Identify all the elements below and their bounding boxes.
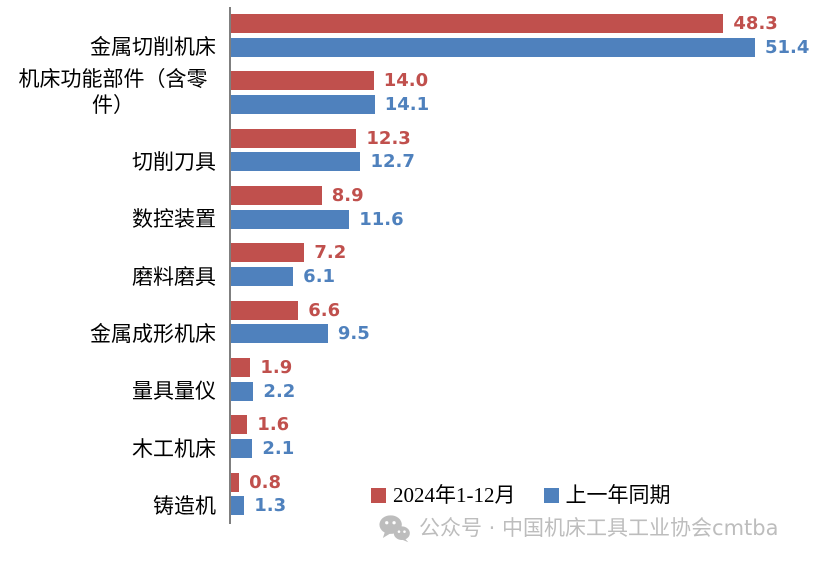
value-label: 48.3 xyxy=(733,13,778,34)
category-row: 48.3 51.4 xyxy=(231,7,834,64)
bar-current-year xyxy=(231,186,322,206)
category-row: 12.3 12.7 xyxy=(231,122,834,179)
value-label: 8.9 xyxy=(331,185,364,207)
value-label: 2.2 xyxy=(263,380,296,402)
category-row: 7.2 6.1 xyxy=(231,236,834,293)
bar-previous-year xyxy=(231,267,294,287)
value-label: 51.4 xyxy=(765,36,810,58)
watermark: 公众号 · 中国机床工具工业协会cmtba xyxy=(379,512,778,544)
category-label: 切削刀具 xyxy=(132,150,216,175)
legend-swatch-blue xyxy=(543,487,559,503)
bar-current-year xyxy=(231,300,299,320)
category-row: 8.9 11.6 xyxy=(231,179,834,236)
bar-previous-year xyxy=(231,439,253,459)
category-label: 数控装置 xyxy=(132,207,216,232)
bar-current-year xyxy=(231,472,240,492)
category-row: 1.9 2.2 xyxy=(231,351,834,408)
bar-current-year xyxy=(231,71,374,91)
value-label: 2.1 xyxy=(262,438,295,460)
bar-previous-year xyxy=(231,496,245,516)
bar-current-year xyxy=(231,128,357,148)
category-row: 14.0 14.1 xyxy=(231,64,834,121)
category-label: 金属成形机床 xyxy=(90,322,216,347)
category-axis: 金属切削机床机床功能部件（含零 件） 切削刀具数控装置磨料磨具金属成形机床量具量仪… xyxy=(0,7,229,524)
legend-item-current-year: 2024年1-12月 xyxy=(371,484,516,506)
bar-previous-year xyxy=(231,95,375,115)
category-label: 磨料磨具 xyxy=(132,264,216,289)
legend: 2024年1-12月 上一年同期 xyxy=(371,484,671,506)
bar-previous-year xyxy=(231,324,328,344)
value-label: 6.1 xyxy=(303,266,336,288)
wechat-icon xyxy=(379,514,410,543)
legend-label: 2024年1-12月 xyxy=(393,483,516,507)
value-label: 1.6 xyxy=(257,414,290,436)
category-label: 金属切削机床 xyxy=(90,35,216,60)
category-row: 6.6 9.5 xyxy=(231,294,834,351)
bar-previous-year xyxy=(231,381,254,401)
value-label: 1.9 xyxy=(260,357,293,379)
bar-current-year xyxy=(231,243,305,263)
category-row: 1.6 2.1 xyxy=(231,408,834,465)
bar-current-year xyxy=(231,358,251,378)
category-row: 0.8 1.3 xyxy=(231,466,834,523)
value-label: 7.2 xyxy=(314,242,347,264)
bar-previous-year xyxy=(231,37,755,57)
category-label: 木工机床 xyxy=(132,436,216,461)
bar-current-year xyxy=(231,14,724,33)
value-label: 14.1 xyxy=(384,94,430,116)
value-label: 14.0 xyxy=(383,70,429,92)
category-label: 铸造机 xyxy=(153,494,216,519)
value-label: 6.6 xyxy=(308,299,341,321)
legend-item-previous-year: 上一年同期 xyxy=(543,483,671,507)
bar-current-year xyxy=(231,415,248,435)
category-label: 机床功能部件（含零 件） xyxy=(18,66,208,117)
legend-label: 上一年同期 xyxy=(565,483,671,507)
category-label: 量具量仪 xyxy=(132,379,216,404)
bar-previous-year xyxy=(231,152,361,172)
plot-area: 48.3 51.4 14.0 14.1 12.3 12.7 8.9 11.6 7.2 6.1 6.6… xyxy=(229,7,834,524)
value-label: 12.7 xyxy=(370,151,415,173)
value-label: 1.3 xyxy=(254,495,287,517)
value-label: 12.3 xyxy=(366,127,411,149)
legend-swatch-red xyxy=(371,487,386,503)
value-label: 11.6 xyxy=(359,208,404,230)
value-label: 9.5 xyxy=(337,323,370,345)
value-label: 0.8 xyxy=(249,471,282,493)
watermark-text: 公众号 · 中国机床工具工业协会cmtba xyxy=(419,516,779,540)
bar-previous-year xyxy=(231,209,350,229)
